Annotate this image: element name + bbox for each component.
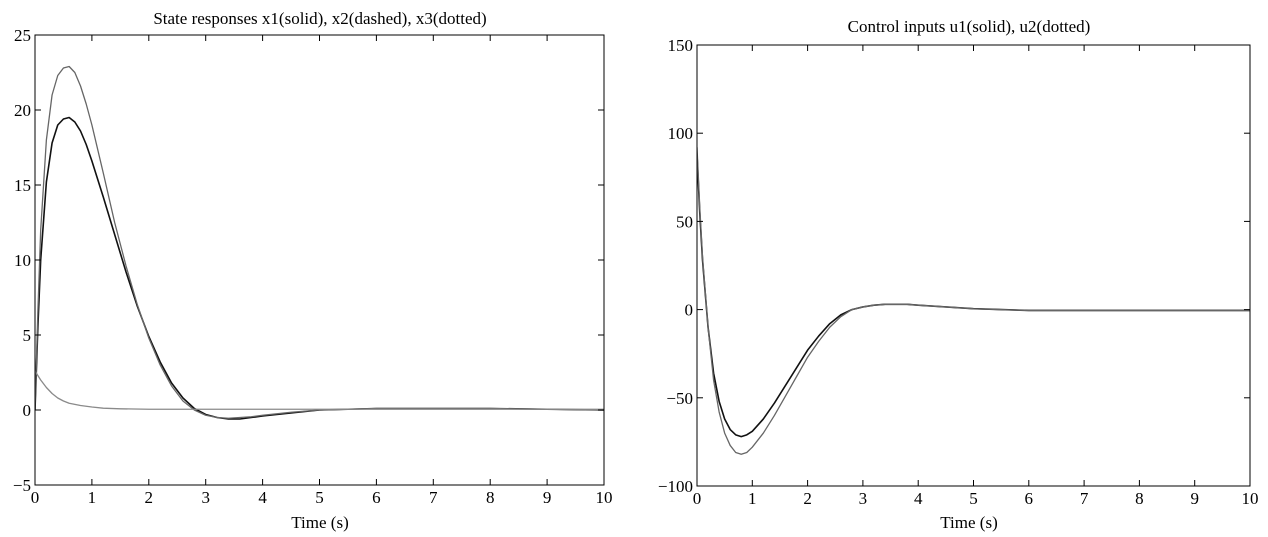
y-tick-label: −50 <box>666 389 693 408</box>
x-tick-label: 5 <box>969 489 978 508</box>
x-tick-label: 0 <box>31 488 40 507</box>
x-tick-label: 3 <box>859 489 868 508</box>
y-tick-label: 20 <box>14 101 31 120</box>
x-tick-label: 7 <box>1080 489 1089 508</box>
axes-frame <box>696 44 1251 487</box>
x-tick-label: 1 <box>88 488 97 507</box>
x-tick-label: 2 <box>145 488 154 507</box>
x-tick-label: 10 <box>1242 489 1259 508</box>
x-tick-label: 1 <box>748 489 757 508</box>
x-tick-label: 3 <box>201 488 210 507</box>
x-tick-label: 9 <box>543 488 552 507</box>
x-tick-label: 10 <box>596 488 613 507</box>
series-line-1 <box>697 154 1250 438</box>
y-tick-label: 50 <box>676 212 693 231</box>
y-tick-label: 0 <box>23 401 32 420</box>
control-inputs-panel: Control inputs u1(solid), u2(dotted) Tim… <box>658 17 1259 532</box>
x-tick-label: 8 <box>486 488 495 507</box>
y-tick-label: 150 <box>668 36 694 55</box>
y-tick-label: 0 <box>685 301 694 320</box>
series-line-2 <box>697 147 1250 455</box>
x-axis-label: Time (s) <box>940 513 997 532</box>
y-tick-label: 25 <box>14 26 31 45</box>
x-tick-label: 9 <box>1190 489 1199 508</box>
y-tick-label: 15 <box>14 176 31 195</box>
axes-frame <box>34 34 605 486</box>
x-tick-label: 7 <box>429 488 438 507</box>
x-tick-label: 0 <box>693 489 702 508</box>
chart-title: State responses x1(solid), x2(dashed), x… <box>153 9 486 28</box>
x-axis-label: Time (s) <box>291 513 348 532</box>
y-tick-label: 10 <box>14 251 31 270</box>
x-tick-label: 6 <box>372 488 381 507</box>
y-tick-label: 100 <box>668 124 694 143</box>
y-tick-label: −5 <box>13 476 31 495</box>
series-line-2 <box>35 65 604 419</box>
x-tick-label: 8 <box>1135 489 1144 508</box>
x-tick-label: 2 <box>803 489 812 508</box>
x-tick-label: 6 <box>1025 489 1034 508</box>
x-tick-label: 4 <box>914 489 923 508</box>
x-tick-label: 5 <box>315 488 324 507</box>
series-line-1 <box>35 116 604 420</box>
y-tick-label: 5 <box>23 326 32 345</box>
state-responses-panel: State responses x1(solid), x2(dashed), x… <box>13 9 613 532</box>
series-line-3 <box>35 370 604 410</box>
chart-title: Control inputs u1(solid), u2(dotted) <box>848 17 1091 36</box>
y-tick-label: −100 <box>658 477 693 496</box>
x-tick-label: 4 <box>258 488 267 507</box>
